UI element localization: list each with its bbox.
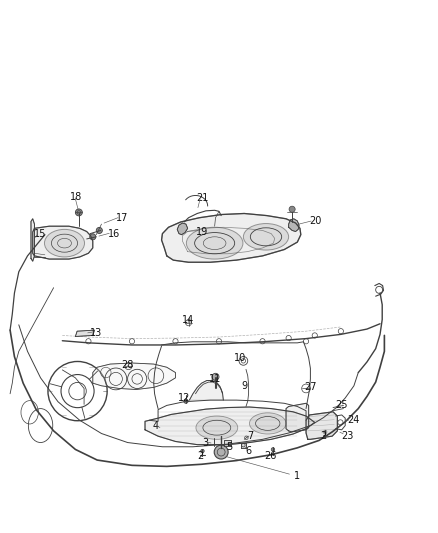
Circle shape [96, 228, 102, 233]
Polygon shape [145, 407, 315, 445]
Polygon shape [177, 223, 187, 235]
Text: 7: 7 [247, 431, 254, 441]
Polygon shape [31, 219, 35, 261]
Circle shape [201, 449, 204, 453]
Circle shape [90, 234, 96, 240]
Text: 3: 3 [202, 438, 208, 448]
Text: 16: 16 [108, 229, 120, 239]
Circle shape [289, 206, 295, 212]
Text: 23: 23 [341, 431, 353, 441]
Text: 26: 26 [264, 451, 276, 462]
Text: 13: 13 [90, 328, 102, 338]
Ellipse shape [45, 229, 85, 257]
Text: 1: 1 [294, 471, 300, 481]
Text: 5: 5 [226, 442, 233, 452]
Ellipse shape [244, 223, 289, 250]
Text: 19: 19 [196, 227, 208, 237]
Polygon shape [189, 381, 223, 400]
Text: 14: 14 [182, 314, 194, 325]
Text: 27: 27 [304, 382, 317, 392]
Text: 2: 2 [320, 431, 327, 441]
Text: 28: 28 [121, 360, 134, 369]
Text: 6: 6 [246, 446, 252, 456]
Text: 11: 11 [208, 374, 221, 384]
Text: 20: 20 [309, 216, 322, 227]
Polygon shape [286, 403, 309, 432]
Text: 18: 18 [70, 191, 82, 201]
Polygon shape [75, 330, 95, 336]
Text: 24: 24 [347, 415, 359, 425]
Ellipse shape [186, 227, 243, 259]
Circle shape [212, 373, 219, 380]
Text: 17: 17 [116, 213, 129, 223]
Text: 25: 25 [336, 400, 348, 410]
Text: 4: 4 [153, 421, 159, 431]
Ellipse shape [196, 416, 238, 439]
Circle shape [184, 399, 188, 403]
Polygon shape [162, 214, 301, 262]
Text: 21: 21 [196, 192, 208, 203]
Polygon shape [224, 440, 231, 446]
Polygon shape [289, 219, 299, 231]
Circle shape [271, 448, 275, 451]
Polygon shape [241, 442, 246, 448]
Text: 2: 2 [198, 451, 204, 462]
Circle shape [214, 445, 228, 459]
Text: 15: 15 [33, 229, 46, 239]
Polygon shape [33, 226, 93, 259]
Polygon shape [93, 363, 176, 390]
Text: 10: 10 [234, 353, 246, 362]
Polygon shape [306, 412, 337, 439]
Text: 9: 9 [241, 381, 247, 391]
Circle shape [323, 430, 327, 434]
Circle shape [75, 209, 82, 216]
Text: 12: 12 [178, 393, 191, 403]
Ellipse shape [250, 413, 286, 434]
